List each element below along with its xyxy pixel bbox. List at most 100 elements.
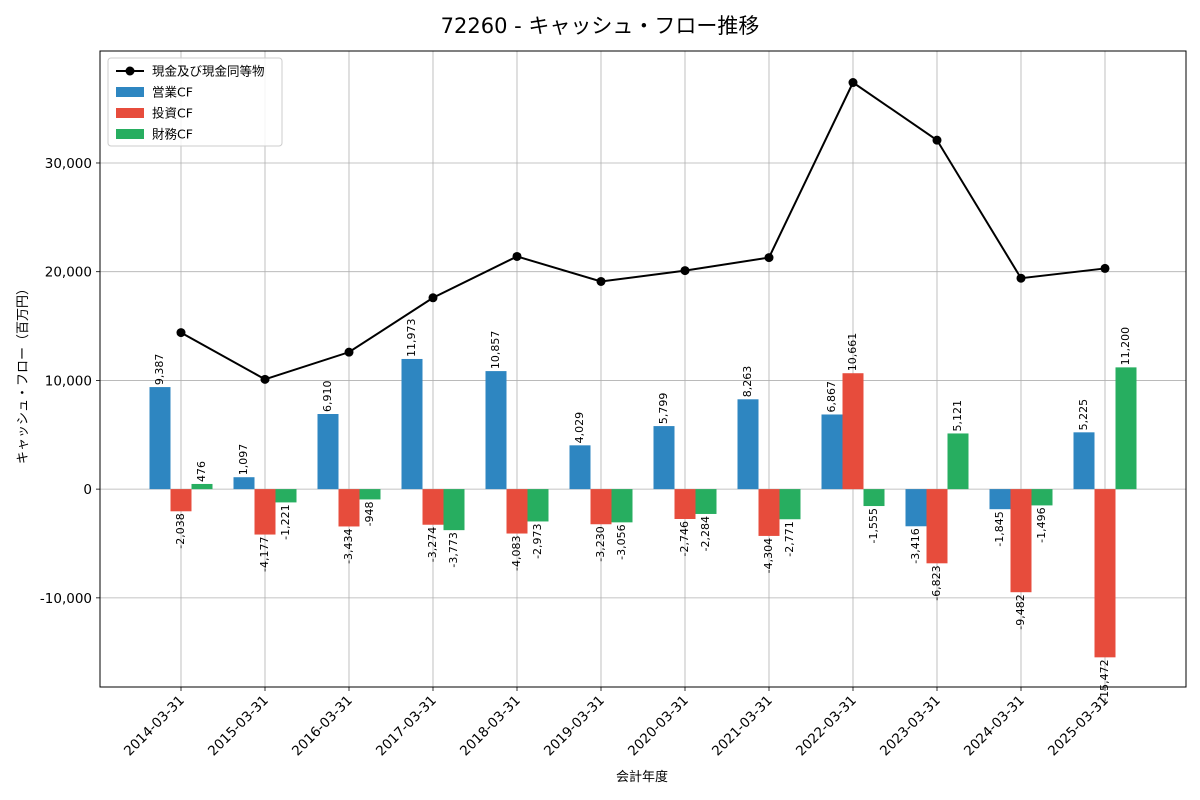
cash-point <box>932 135 942 145</box>
legend-swatch <box>116 108 144 118</box>
data-labels: 9,387 1,097 6,910 11,973 10,857 4,029 5,799 8,2… <box>153 318 1132 701</box>
cash-point <box>848 78 858 88</box>
bar-営業CF <box>317 414 339 490</box>
data-label: 5,799 <box>657 393 670 425</box>
cash-point <box>596 276 606 286</box>
bar-投資CF <box>170 489 192 512</box>
data-label: -1,555 <box>867 508 880 543</box>
x-tick-label: 2024-03-31 <box>961 693 1028 760</box>
cash-point <box>344 347 354 357</box>
cash-point <box>680 266 690 276</box>
cash-point <box>1016 273 1026 283</box>
legend-marker <box>125 66 135 76</box>
bar-投資CF <box>674 489 696 519</box>
data-label: -3,416 <box>909 528 922 563</box>
data-label: -2,973 <box>531 523 544 558</box>
x-tick-label: 2015-03-31 <box>205 693 272 760</box>
data-label: -15,472 <box>1098 659 1111 701</box>
bar-営業CF <box>485 371 507 490</box>
data-label: -3,274 <box>426 527 439 562</box>
bar-投資CF <box>926 489 948 564</box>
legend-box <box>107 57 283 147</box>
x-tick-label: 2020-03-31 <box>625 693 692 760</box>
bar-投資CF <box>1094 489 1116 658</box>
data-label: -1,845 <box>993 511 1006 546</box>
bar-投資CF <box>254 489 276 535</box>
data-label: 6,867 <box>825 381 838 413</box>
bar-財務CF <box>191 483 213 490</box>
bar-営業CF <box>569 445 591 490</box>
x-tick-label: 2018-03-31 <box>457 693 524 760</box>
x-tick-label: 2017-03-31 <box>373 693 440 760</box>
data-label: -2,038 <box>174 513 187 548</box>
data-label: -4,177 <box>258 537 271 572</box>
data-label: -1,221 <box>279 504 292 539</box>
bar-投資CF <box>506 489 528 534</box>
plot-frame <box>99 50 1187 688</box>
x-tick-label: 2022-03-31 <box>793 693 860 760</box>
bar-営業CF <box>1073 432 1095 490</box>
cash-point <box>176 328 186 338</box>
data-label: -2,771 <box>783 521 796 556</box>
bar-財務CF <box>1115 367 1137 490</box>
cash-point <box>260 374 270 384</box>
bar-営業CF <box>233 477 255 490</box>
bar-財務CF <box>443 489 465 531</box>
data-label: 1,097 <box>237 444 250 476</box>
bar-営業CF <box>401 358 423 490</box>
data-label: 476 <box>195 461 208 482</box>
data-label: 11,973 <box>405 318 418 357</box>
cash-point <box>1100 263 1110 273</box>
x-tick-label: 2025-03-31 <box>1045 693 1112 760</box>
data-label: -948 <box>363 501 376 526</box>
bar-営業CF <box>989 489 1011 510</box>
cash-line-series <box>176 78 1110 384</box>
legend-swatch <box>116 129 144 139</box>
x-tick-label: 2023-03-31 <box>877 693 944 760</box>
legend-label: 財務CF <box>152 127 193 142</box>
cash-point <box>428 293 438 303</box>
data-label: -1,496 <box>1035 507 1048 542</box>
data-label: -6,823 <box>930 565 943 600</box>
bar-営業CF <box>737 399 759 490</box>
grid-lines <box>100 51 1186 687</box>
data-label: 11,200 <box>1119 327 1132 366</box>
data-label: -3,056 <box>615 524 628 559</box>
x-axis-title: 会計年度 <box>616 769 668 785</box>
bar-財務CF <box>947 433 969 490</box>
chart-title: 72260 - キャッシュ・フロー推移 <box>441 14 760 38</box>
bar-投資CF <box>590 489 612 525</box>
data-label: 5,121 <box>951 400 964 432</box>
x-tick-label: 2021-03-31 <box>709 693 776 760</box>
bar-営業CF <box>821 414 843 490</box>
y-tick-label: 10,000 <box>45 373 92 389</box>
bar-財務CF <box>611 489 633 523</box>
x-tick-label: 2016-03-31 <box>289 693 356 760</box>
data-label: 6,910 <box>321 381 334 413</box>
bar-投資CF <box>758 489 780 536</box>
data-label: -3,230 <box>594 526 607 561</box>
data-label: 10,661 <box>846 333 859 372</box>
x-tick-label: 2014-03-31 <box>121 693 188 760</box>
bar-投資CF <box>842 373 864 490</box>
bar-投資CF <box>338 489 360 527</box>
bar-営業CF <box>905 489 927 527</box>
legend-label: 投資CF <box>152 106 193 121</box>
data-label: 4,029 <box>573 412 586 444</box>
cash-point <box>764 253 774 263</box>
x-tick-label: 2019-03-31 <box>541 693 608 760</box>
data-label: -4,304 <box>762 538 775 573</box>
bar-財務CF <box>359 489 381 500</box>
legend-swatch <box>116 87 144 97</box>
legend-label: 営業CF <box>152 85 193 100</box>
bar-財務CF <box>863 489 885 507</box>
bar-営業CF <box>653 426 675 490</box>
y-axis-title: キャッシュ・フロー（百万円） <box>16 282 31 464</box>
data-label: 10,857 <box>489 331 502 370</box>
data-label: -3,434 <box>342 528 355 563</box>
cash-line <box>180 81 1106 381</box>
data-label: -3,773 <box>447 532 460 567</box>
